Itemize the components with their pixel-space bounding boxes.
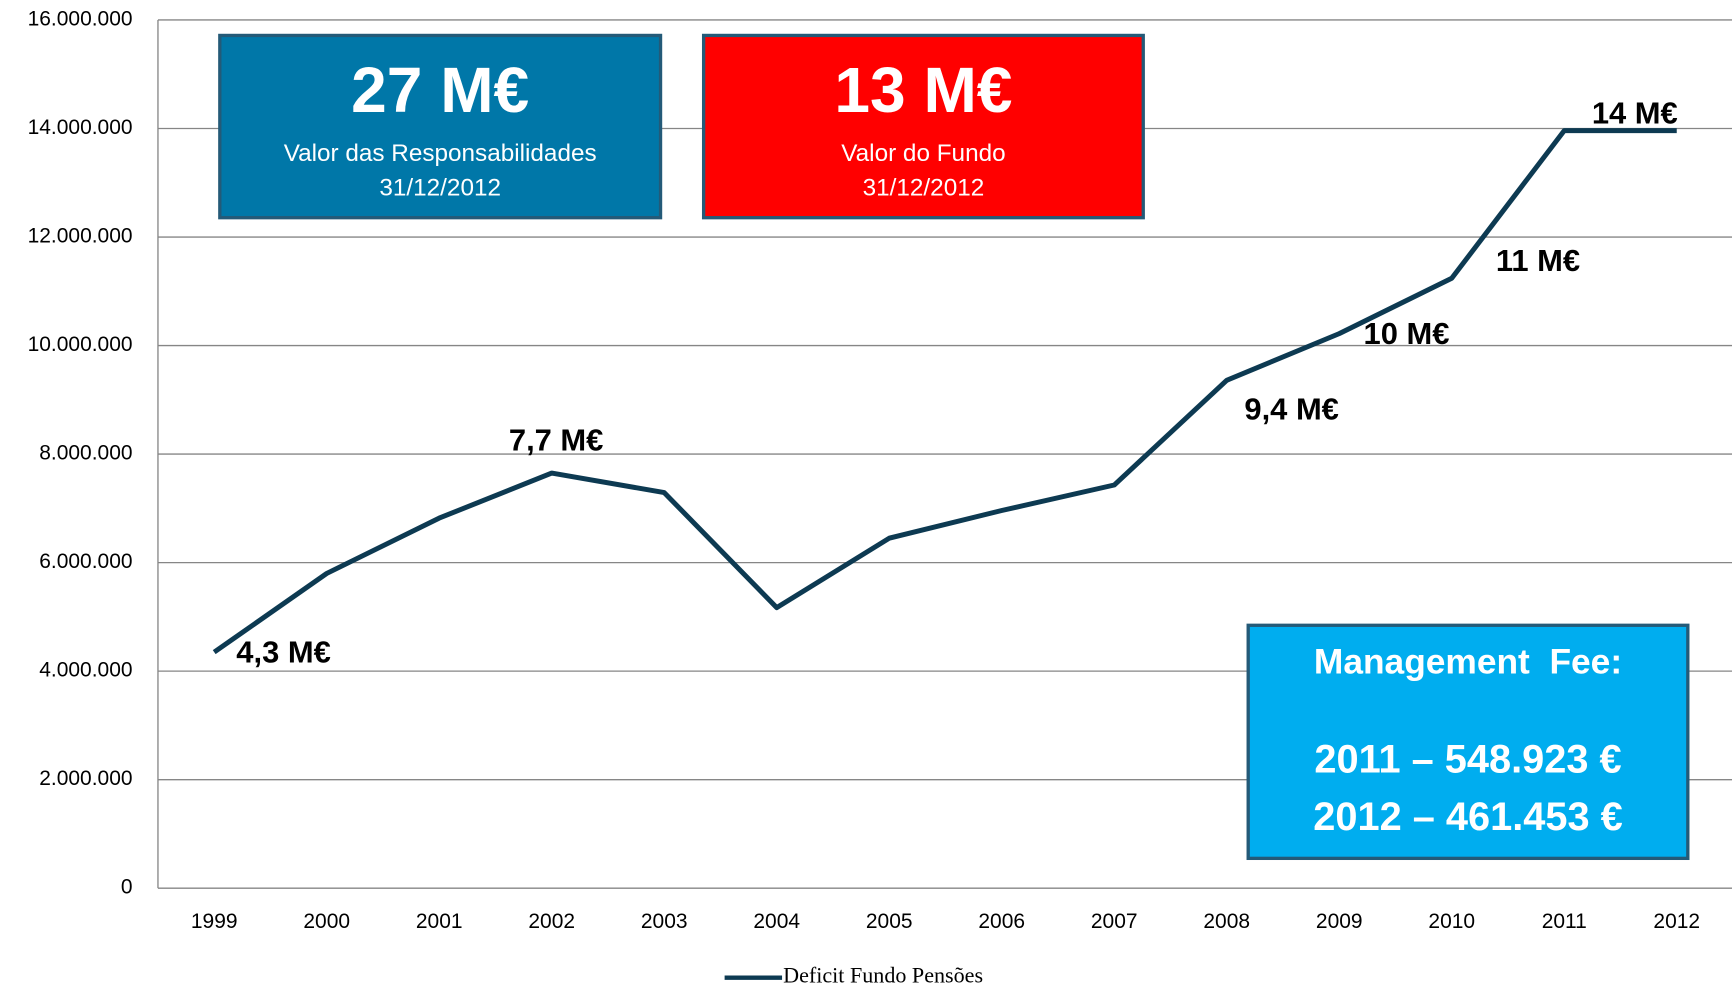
x-tick-label: 2002 (528, 910, 575, 933)
x-tick-label: 1999 (191, 910, 238, 933)
data-label: 14 M€ (1592, 95, 1678, 130)
y-tick-label: 4.000.000 (39, 659, 132, 682)
annotation-text: Valor das Responsabilidades (284, 140, 597, 167)
y-tick-label: 16.000.000 (28, 8, 133, 31)
x-tick-label: 2007 (1091, 910, 1138, 933)
x-tick-label: 2005 (866, 910, 913, 933)
x-tick-label: 2012 (1653, 910, 1700, 933)
annotation-text: 31/12/2012 (379, 174, 501, 201)
annotation-text: Management Fee: (1314, 642, 1622, 681)
y-tick-label: 6.000.000 (39, 550, 132, 573)
y-tick-label: 2.000.000 (39, 767, 132, 790)
x-tick-label: 2001 (416, 910, 463, 933)
data-label: 7,7 M€ (509, 422, 604, 457)
y-tick-label: 14.000.000 (28, 116, 133, 139)
x-tick-label: 2004 (753, 910, 800, 933)
x-tick-label: 2000 (303, 910, 350, 933)
legend-label: Deficit Fundo Pensões (783, 963, 983, 988)
data-label: 11 M€ (1496, 243, 1580, 278)
data-label: 9,4 M€ (1244, 391, 1339, 426)
x-tick-label: 2009 (1316, 910, 1363, 933)
y-tick-label: 0 (121, 876, 133, 899)
data-line (212, 128, 1677, 655)
annotation-box (1246, 623, 1690, 861)
x-tick-label: 2006 (978, 910, 1025, 933)
annotation-value: 27 M€ (351, 54, 529, 126)
y-tick-label: 12.000.000 (28, 225, 133, 248)
x-tick-label: 2003 (641, 910, 688, 933)
annotation-text: Valor do Fundo (841, 140, 1005, 167)
x-tick-label: 2008 (1203, 910, 1250, 933)
x-tick-label: 2011 (1542, 910, 1587, 933)
data-label: 4,3 M€ (236, 635, 331, 670)
y-tick-label: 8.000.000 (39, 442, 132, 465)
x-tick-label: 2010 (1428, 910, 1475, 933)
annotation-value: 13 M€ (834, 54, 1012, 126)
data-label: 10 M€ (1364, 316, 1450, 351)
y-tick-label: 10.000.000 (28, 333, 133, 356)
annotation-box (218, 33, 663, 220)
annotation-text: 2012 – 461.453 € (1313, 795, 1622, 839)
annotation-box (701, 33, 1145, 220)
annotation-text: 31/12/2012 (863, 174, 985, 201)
annotation-text: 2011 – 548.923 € (1314, 738, 1621, 782)
